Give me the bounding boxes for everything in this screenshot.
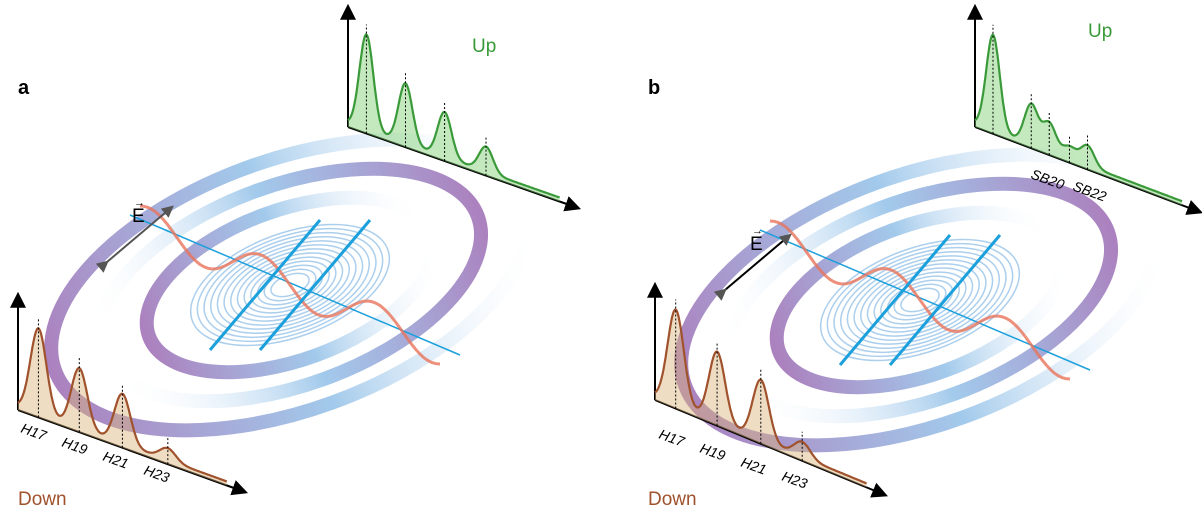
harmonic-label: H17	[657, 426, 688, 450]
spectrum-line	[975, 35, 1182, 201]
harmonic-label: H19	[60, 434, 90, 458]
field-vector-arrow: →	[752, 225, 763, 237]
up-label: Up	[1088, 21, 1112, 42]
harmonic-label: H21	[739, 454, 769, 478]
illustration: E→aUpDownH17H19H21H23E→bUpDownH17H19H21H…	[12, 7, 1200, 510]
harmonic-label: H19	[698, 440, 728, 464]
field-vector-arrow: →	[134, 197, 145, 209]
field-label: E	[750, 234, 763, 255]
field-label: E	[132, 206, 145, 227]
figure: E→aUpDownH17H19H21H23E→bUpDownH17H19H21H…	[0, 0, 1202, 514]
harmonic-label: H23	[142, 462, 172, 486]
down-label: Down	[18, 489, 67, 510]
harmonic-label: H17	[19, 420, 50, 444]
panel-label: b	[648, 77, 660, 99]
harmonic-label: H21	[101, 448, 131, 472]
down-label: Down	[648, 489, 697, 510]
up-label: Up	[472, 36, 496, 57]
harmonic-label: H23	[780, 468, 810, 492]
panel-label: a	[18, 77, 30, 99]
